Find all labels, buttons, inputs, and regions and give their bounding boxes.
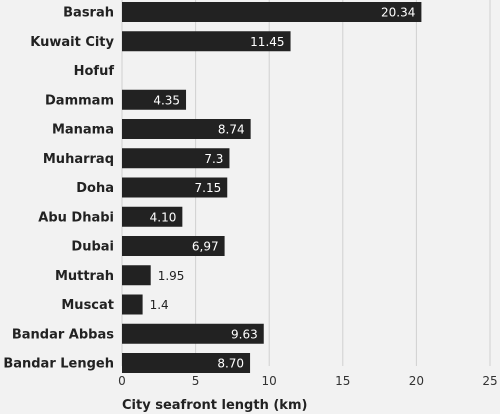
- category-label: Doha: [76, 181, 114, 196]
- value-label: 8.70: [217, 357, 244, 371]
- value-label: 11.45: [250, 35, 284, 49]
- x-tick-label: 25: [482, 374, 497, 388]
- value-label: 1.4: [150, 298, 169, 312]
- x-tick-label: 20: [409, 374, 424, 388]
- bar: [122, 265, 151, 286]
- category-label: Kuwait City: [30, 35, 114, 50]
- bar: [122, 119, 251, 139]
- category-label: Muscat: [61, 298, 114, 313]
- value-label: 9.63: [231, 327, 258, 341]
- bar: [122, 148, 230, 169]
- value-label: 20.34: [381, 6, 415, 20]
- bar: [122, 236, 225, 256]
- value-label: 6,97: [192, 240, 219, 254]
- bar: [122, 177, 228, 198]
- category-label: Muharraq: [43, 152, 114, 167]
- value-label: 8.74: [218, 123, 245, 137]
- category-label: Abu Dhabi: [38, 210, 114, 225]
- bar: [122, 2, 422, 22]
- x-tick-label: 10: [262, 374, 277, 388]
- bar: [122, 323, 264, 344]
- x-tick-label: 5: [192, 374, 200, 388]
- category-label: Dammam: [45, 93, 114, 108]
- x-tick-label: 0: [118, 374, 126, 388]
- bar: [122, 353, 251, 373]
- value-label: 7.15: [195, 181, 222, 195]
- value-label: 4.35: [153, 93, 180, 107]
- category-label: Hofuf: [74, 64, 115, 79]
- category-label: Manama: [52, 123, 114, 138]
- category-label: Bandar Abbas: [12, 327, 114, 342]
- bar: [122, 206, 183, 227]
- bars: 20.34 11.45 4.35 8.74 7.3 7.15 4.10 6,97 1.95 1.4…: [122, 2, 422, 373]
- category-label: Bandar Lengeh: [3, 357, 114, 372]
- bar: [122, 31, 291, 52]
- x-tick-label: 15: [335, 374, 350, 388]
- value-label: 7.3: [204, 152, 223, 166]
- x-axis-label: City seafront length (km): [122, 398, 307, 413]
- value-label: 1.95: [158, 269, 185, 283]
- category-labels: Basrah Kuwait City Hofuf Dammam Manama Muharr…: [3, 6, 114, 372]
- bar: [122, 89, 187, 110]
- value-label: 4.10: [150, 210, 177, 224]
- category-label: Muttrah: [55, 269, 114, 284]
- bar: [122, 294, 143, 315]
- category-label: Dubai: [71, 240, 114, 255]
- category-label: Basrah: [63, 6, 114, 21]
- x-tick-labels: 0 5 10 15 20 25: [118, 374, 497, 388]
